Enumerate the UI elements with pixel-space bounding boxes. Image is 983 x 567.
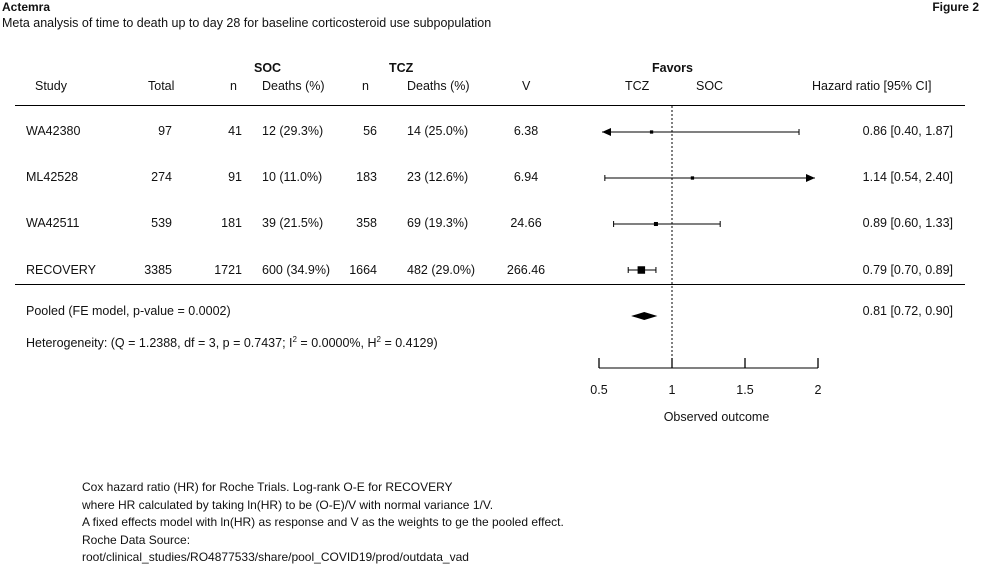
pooled-label: Pooled (FE model, p-value = 0.0002) [26, 304, 231, 318]
soc-group-header: SOC [254, 61, 282, 75]
row-soc-deaths: 600 (34.9%) [262, 263, 331, 277]
row-total: 3385 [144, 263, 172, 277]
col-tcz-n: n [362, 79, 369, 93]
row-soc-n: 181 [221, 216, 242, 230]
row-tcz-n: 1664 [349, 263, 377, 277]
col-hr: Hazard ratio [95% CI] [812, 79, 932, 93]
point-estimate [649, 130, 654, 134]
col-favors-soc: SOC [696, 79, 724, 93]
x-tick-label: 2 [815, 383, 822, 397]
row-total: 539 [151, 216, 172, 230]
header-rule [15, 105, 965, 106]
row-v: 6.94 [513, 170, 539, 184]
figure-subtitle: Meta analysis of time to death up to day… [2, 16, 492, 30]
x-tick-label: 0.5 [590, 383, 607, 397]
col-favors-tcz: TCZ [625, 79, 650, 93]
row-tcz-n: 56 [363, 124, 377, 138]
col-study: Study [35, 79, 67, 93]
row-study: ML42528 [26, 170, 79, 184]
pooled-diamond [631, 312, 658, 320]
row-tcz-deaths: 482 (29.0%) [407, 263, 476, 277]
col-v: V [522, 79, 531, 93]
row-total: 274 [151, 170, 172, 184]
col-soc-n: n [230, 79, 237, 93]
row-soc-deaths: 10 (11.0%) [262, 170, 323, 184]
row-hr: 0.89 [0.60, 1.33] [862, 216, 953, 230]
row-study: WA42380 [26, 124, 81, 138]
footnotes: Cox hazard ratio (HR) for Roche Trials. … [82, 479, 564, 567]
col-soc-deaths: Deaths (%) [262, 79, 325, 93]
heterogeneity-suffix: = 0.4129) [380, 336, 438, 351]
row-study: RECOVERY [26, 263, 96, 277]
heterogeneity-sup-i: 2 [292, 335, 297, 344]
pooled-rule [15, 284, 965, 285]
heterogeneity-sup-h: 2 [376, 335, 381, 344]
pooled-hr: 0.81 [0.72, 0.90] [862, 304, 953, 318]
figure-label: Figure 2 [932, 0, 979, 14]
tcz-group-header: TCZ [389, 61, 414, 75]
footnote-line: where HR calculated by taking ln(HR) to … [82, 497, 494, 512]
footnote-line: Cox hazard ratio (HR) for Roche Trials. … [82, 480, 453, 494]
row-soc-n: 91 [228, 170, 242, 184]
col-total: Total [148, 79, 175, 93]
row-soc-deaths: 12 (29.3%) [262, 124, 324, 138]
brand-title: Actemra [2, 0, 51, 14]
row-tcz-deaths: 14 (25.0%) [407, 124, 469, 138]
row-v: 6.38 [513, 124, 539, 138]
row-total: 97 [158, 124, 172, 138]
row-tcz-deaths: 69 (19.3%) [407, 216, 469, 230]
footnote-line: Roche Data Source: [82, 532, 191, 547]
favors-header: Favors [652, 61, 693, 75]
x-tick-label: 1 [669, 383, 676, 397]
heterogeneity-prefix: Heterogeneity: (Q = 1.2388, df = 3, p = … [26, 336, 293, 351]
row-tcz-deaths: 23 (12.6%) [407, 170, 469, 184]
ci-arrow-left [602, 128, 611, 136]
heterogeneity-text: Heterogeneity: (Q = 1.2388, df = 3, p = … [26, 335, 438, 350]
footnote-line: A fixed effects model with ln(HR) as res… [82, 515, 564, 529]
row-study: WA42511 [26, 216, 80, 230]
point-estimate [653, 221, 658, 227]
row-tcz-n: 183 [356, 170, 377, 184]
row-soc-n: 41 [228, 124, 242, 138]
row-soc-deaths: 39 (21.5%) [262, 216, 324, 230]
row-v: 266.46 [506, 263, 546, 277]
heterogeneity-mid: = 0.0000%, H [296, 336, 377, 351]
ci-arrow-right [806, 174, 815, 182]
row-hr: 0.86 [0.40, 1.87] [862, 124, 953, 138]
row-tcz-n: 358 [356, 216, 377, 230]
row-v: 24.66 [510, 216, 542, 230]
x-axis-label: Observed outcome [664, 410, 770, 424]
point-estimate [690, 176, 695, 180]
point-estimate [637, 266, 646, 274]
row-hr: 1.14 [0.54, 2.40] [862, 170, 953, 184]
x-tick-label: 1.5 [736, 383, 753, 397]
footnote-line: root/clinical_studies/RO4877533/share/po… [82, 550, 469, 564]
col-tcz-deaths: Deaths (%) [407, 79, 470, 93]
row-hr: 0.79 [0.70, 0.89] [862, 263, 953, 277]
row-soc-n: 1721 [214, 263, 242, 277]
